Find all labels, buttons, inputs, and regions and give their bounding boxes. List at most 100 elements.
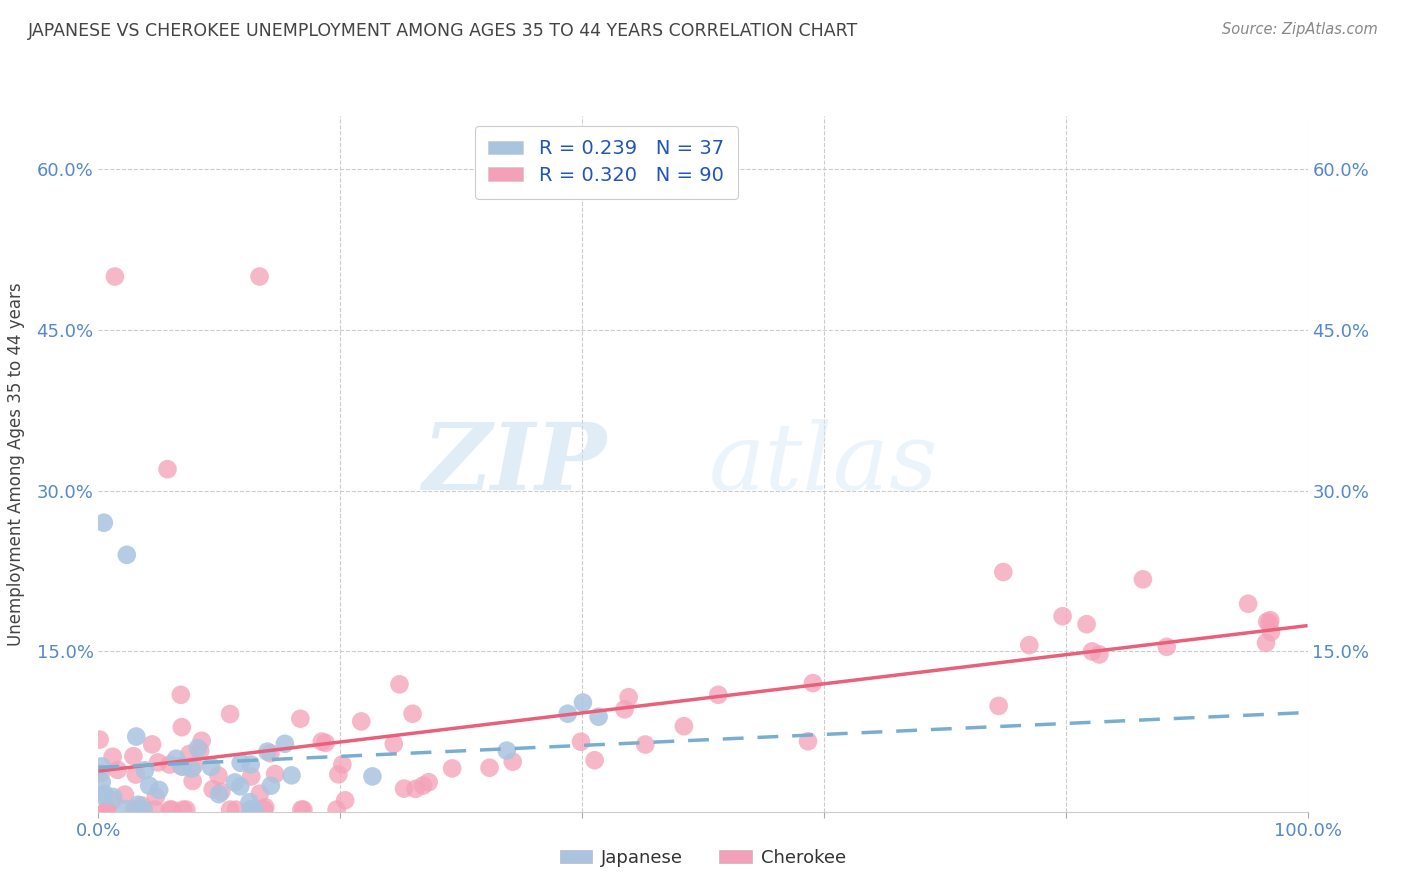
Point <box>156 462 179 476</box>
Point <box>254 800 277 814</box>
Point <box>190 733 212 747</box>
Point <box>401 706 423 721</box>
Point <box>280 768 302 782</box>
Point <box>90 789 112 803</box>
Point <box>225 803 247 817</box>
Point <box>201 782 224 797</box>
Point <box>208 787 231 801</box>
Point <box>148 783 170 797</box>
Point <box>174 803 197 817</box>
Point <box>134 764 156 778</box>
Point <box>207 769 229 783</box>
Point <box>1156 640 1178 654</box>
Point <box>382 737 405 751</box>
Point <box>290 803 312 817</box>
Point <box>315 736 337 750</box>
Point <box>405 781 427 796</box>
Point <box>441 761 464 775</box>
Point <box>96 802 118 816</box>
Point <box>260 779 283 793</box>
Point <box>132 803 155 817</box>
Point <box>290 712 312 726</box>
Point <box>801 676 824 690</box>
Point <box>183 758 205 772</box>
Point <box>333 793 356 807</box>
Point <box>557 706 579 721</box>
Point <box>127 797 149 812</box>
Point <box>478 761 501 775</box>
Point <box>987 698 1010 713</box>
Point <box>243 803 266 817</box>
Point <box>138 779 160 793</box>
Point <box>264 767 287 781</box>
Point <box>143 803 166 817</box>
Point <box>209 785 232 799</box>
Point <box>1132 572 1154 586</box>
Point <box>187 741 209 756</box>
Point <box>160 803 183 817</box>
Point <box>249 787 271 801</box>
Point <box>328 767 350 781</box>
Point <box>159 803 181 817</box>
Point <box>259 747 281 761</box>
Point <box>93 787 115 801</box>
Point <box>146 756 169 770</box>
Point <box>229 780 252 794</box>
Point <box>634 738 657 752</box>
Point <box>249 269 271 284</box>
Point <box>1018 638 1040 652</box>
Point <box>617 690 640 705</box>
Point <box>90 766 112 780</box>
Point <box>107 763 129 777</box>
Point <box>292 803 315 817</box>
Text: atlas: atlas <box>709 419 939 508</box>
Point <box>122 803 145 817</box>
Point <box>1081 644 1104 658</box>
Point <box>239 757 262 772</box>
Point <box>1256 615 1278 629</box>
Point <box>242 803 264 817</box>
Point <box>181 774 204 789</box>
Point <box>325 803 347 817</box>
Point <box>170 759 193 773</box>
Point <box>412 779 434 793</box>
Point <box>172 760 194 774</box>
Point <box>572 696 595 710</box>
Point <box>114 802 136 816</box>
Point <box>219 803 242 817</box>
Point <box>613 702 636 716</box>
Point <box>97 803 120 817</box>
Point <box>332 757 354 772</box>
Point <box>993 565 1015 579</box>
Text: JAPANESE VS CHEROKEE UNEMPLOYMENT AMONG AGES 35 TO 44 YEARS CORRELATION CHART: JAPANESE VS CHEROKEE UNEMPLOYMENT AMONG … <box>28 22 859 40</box>
Point <box>418 775 440 789</box>
Point <box>350 714 373 729</box>
Point <box>145 789 167 804</box>
Point <box>115 548 138 562</box>
Point <box>256 745 278 759</box>
Legend: R = 0.239   N = 37, R = 0.320   N = 90: R = 0.239 N = 37, R = 0.320 N = 90 <box>475 126 738 199</box>
Point <box>200 760 222 774</box>
Point <box>125 730 148 744</box>
Point <box>93 516 115 530</box>
Point <box>104 269 127 284</box>
Point <box>89 732 111 747</box>
Point <box>361 769 384 783</box>
Point <box>392 781 415 796</box>
Point <box>224 775 246 789</box>
Point <box>502 755 524 769</box>
Point <box>90 775 112 789</box>
Point <box>1088 648 1111 662</box>
Point <box>1237 597 1260 611</box>
Point <box>388 677 411 691</box>
Point <box>311 734 333 748</box>
Point <box>96 803 118 817</box>
Point <box>1076 617 1098 632</box>
Point <box>672 719 695 733</box>
Point <box>253 803 276 817</box>
Point <box>238 795 260 809</box>
Point <box>495 743 517 757</box>
Point <box>179 747 201 761</box>
Point <box>165 752 187 766</box>
Legend: Japanese, Cherokee: Japanese, Cherokee <box>553 842 853 874</box>
